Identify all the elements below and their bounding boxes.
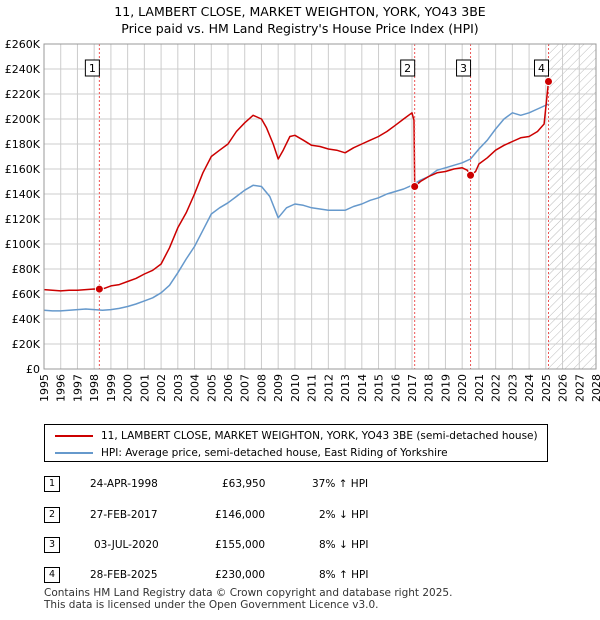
- x-tick-label: 1995: [38, 374, 51, 402]
- transaction-hpi: 2% ↓ HPI: [319, 509, 369, 521]
- sale-label-number: 2: [404, 62, 411, 75]
- x-tick-label: 2012: [322, 374, 335, 402]
- legend-label-hpi: HPI: Average price, semi-detached house,…: [101, 447, 448, 459]
- transaction-hpi: 8% ↑ HPI: [319, 569, 369, 581]
- y-tick-label: £240K: [5, 63, 41, 76]
- x-tick-label: 2024: [523, 374, 536, 402]
- x-tick-label: 2015: [373, 374, 386, 402]
- sale-point: [94, 284, 104, 294]
- sale-point: [410, 182, 420, 191]
- y-tick-label: £200K: [5, 113, 41, 126]
- x-tick-label: 2022: [490, 374, 503, 402]
- x-tick-label: 1998: [88, 374, 101, 402]
- transaction-date: 03-JUL-2020: [94, 539, 159, 551]
- x-tick-label: 2005: [205, 374, 218, 402]
- sale-point: [543, 77, 553, 86]
- transaction-price: £63,950: [222, 478, 266, 490]
- transaction-number-badge: 4: [44, 567, 60, 583]
- legend-item-hpi: HPI: Average price, semi-detached house,…: [55, 445, 448, 461]
- sale-label-number: 3: [460, 62, 467, 75]
- y-tick-label: £260K: [5, 38, 41, 51]
- y-tick-label: £160K: [5, 163, 41, 176]
- x-tick-label: 1997: [71, 374, 84, 402]
- footer-attribution: Contains HM Land Registry data © Crown c…: [44, 587, 452, 611]
- plot-area: [44, 44, 596, 369]
- x-tick-label: 2009: [272, 374, 285, 402]
- y-tick-label: £20K: [12, 338, 41, 351]
- chart-title: 11, LAMBERT CLOSE, MARKET WEIGHTON, YORK…: [114, 4, 486, 19]
- x-tick-label: 2007: [239, 374, 252, 402]
- transaction-date: 27-FEB-2017: [90, 509, 158, 521]
- sale-label-number: 1: [89, 62, 96, 75]
- y-tick-label: £100K: [5, 238, 41, 251]
- transaction-price: £230,000: [215, 569, 266, 581]
- y-tick-label: £60K: [12, 288, 41, 301]
- transaction-number-badge: 2: [44, 507, 60, 523]
- y-tick-label: £40K: [12, 313, 41, 326]
- x-tick-label: 2010: [289, 374, 302, 402]
- transaction-date: 28-FEB-2025: [90, 569, 158, 581]
- x-tick-label: 2003: [172, 374, 185, 402]
- transaction-price: £155,000: [215, 539, 266, 551]
- sale-label-box: [533, 59, 549, 77]
- y-tick-label: £80K: [12, 263, 41, 276]
- price-chart: 1 2 3 4 £0 £20K £40K £60K £80K £100K £120K £140K £1…: [5, 38, 600, 402]
- chart-legend: 11, LAMBERT CLOSE, MARKET WEIGHTON, YORK…: [44, 424, 548, 462]
- x-tick-label: 2023: [506, 374, 519, 402]
- x-tick-label: 2000: [122, 374, 135, 402]
- legend-swatch-red: [55, 435, 93, 437]
- legend-label-property: 11, LAMBERT CLOSE, MARKET WEIGHTON, YORK…: [101, 430, 538, 442]
- x-tick-label: 2006: [222, 374, 235, 402]
- table-row: 1 24-APR-1998 £63,950 37% ↑ HPI: [0, 476, 600, 496]
- sale-label-box: [84, 59, 100, 77]
- y-tick-label: £140K: [5, 188, 41, 201]
- transaction-number-badge: 1: [44, 476, 60, 492]
- table-row: 2 27-FEB-2017 £146,000 2% ↓ HPI: [0, 507, 600, 527]
- x-tick-label: 2027: [573, 374, 586, 402]
- legend-swatch-blue: [55, 452, 93, 454]
- table-row: 4 28-FEB-2025 £230,000 8% ↑ HPI: [0, 567, 600, 587]
- x-tick-label: 2017: [406, 374, 419, 402]
- chart-subtitle: Price paid vs. HM Land Registry's House …: [121, 21, 479, 36]
- footer-copyright: Contains HM Land Registry data © Crown c…: [44, 587, 453, 599]
- sale-label-box: [400, 59, 416, 77]
- x-tick-label: 2018: [423, 374, 436, 402]
- x-tick-label: 2016: [389, 374, 402, 402]
- plot-frame: [43, 43, 597, 370]
- legend-item-property: 11, LAMBERT CLOSE, MARKET WEIGHTON, YORK…: [55, 428, 538, 444]
- transaction-date: 24-APR-1998: [90, 478, 158, 490]
- x-tick-label: 1996: [55, 374, 68, 402]
- x-tick-label: 2011: [306, 374, 319, 402]
- x-tick-label: 2004: [189, 374, 202, 402]
- x-tick-label: 2025: [540, 374, 553, 402]
- x-tick-label: 2021: [473, 374, 486, 402]
- x-tick-label: 2002: [155, 374, 168, 402]
- transaction-number-badge: 3: [44, 537, 60, 553]
- x-tick-label: 2026: [557, 374, 570, 402]
- x-tick-label: 2028: [590, 374, 600, 402]
- x-tick-label: 2008: [255, 374, 268, 402]
- x-tick-label: 2001: [138, 374, 151, 402]
- hpi-series-line: [43, 103, 549, 312]
- future-hatch-region: [548, 44, 596, 369]
- x-tick-label: 2020: [456, 374, 469, 402]
- table-row: 3 03-JUL-2020 £155,000 8% ↓ HPI: [0, 537, 600, 557]
- x-tick-label: 1999: [105, 374, 118, 402]
- footer-licence: This data is licensed under the Open Gov…: [44, 599, 379, 611]
- transaction-hpi: 8% ↓ HPI: [319, 539, 369, 551]
- y-tick-label: £220K: [5, 88, 41, 101]
- transaction-price: £146,000: [215, 509, 266, 521]
- y-tick-label: £180K: [5, 138, 41, 151]
- y-tick-label: £0: [26, 363, 40, 376]
- x-tick-label: 2014: [356, 374, 369, 402]
- transaction-hpi: 37% ↑ HPI: [312, 478, 369, 490]
- x-tick-label: 2013: [339, 374, 352, 402]
- sale-point: [466, 170, 476, 180]
- sale-label-number: 4: [538, 62, 545, 75]
- x-tick-label: 2019: [439, 374, 452, 402]
- sale-label-box: [456, 59, 472, 77]
- y-tick-label: £120K: [5, 213, 41, 226]
